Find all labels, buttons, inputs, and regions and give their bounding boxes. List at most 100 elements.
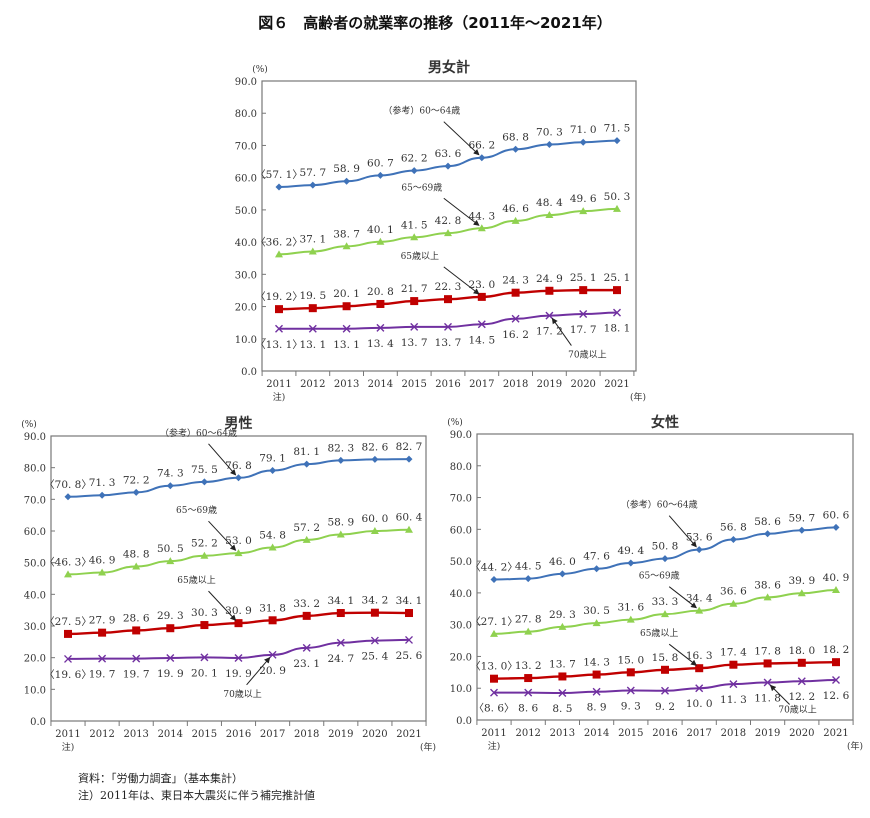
series-annotation: 70歳以上: [223, 688, 261, 700]
x-axis-unit: (年): [630, 391, 646, 403]
chart-2: 女性 0.0 10.0 20.0 30.0 40.0 50.0 60.0 70.0 80.0 90.…: [447, 414, 863, 752]
data-label: 23. 0: [468, 279, 495, 291]
data-point-x: [444, 322, 452, 331]
data-point-triangle: [490, 629, 498, 637]
data-label: 20. 1: [333, 288, 360, 300]
data-point-diamond: [695, 546, 703, 554]
data-point-x: [268, 650, 277, 659]
data-point-square: [234, 619, 243, 628]
data-label: 19. 7: [123, 669, 150, 681]
data-label: 12. 2: [788, 691, 815, 703]
y-tick-label: 40.0: [450, 589, 472, 600]
data-point-diamond: [376, 171, 384, 179]
data-label: 9. 2: [655, 701, 675, 713]
data-label: 30. 3: [191, 607, 218, 619]
data-point-square: [342, 302, 351, 311]
x-tick-label: 2011: [266, 379, 291, 390]
data-point-square: [64, 629, 72, 638]
series-annotation: 70歳以上: [778, 704, 816, 716]
y-tick-label: 70.0: [24, 495, 46, 506]
data-label: 27. 9: [89, 615, 116, 627]
data-point-square: [200, 621, 209, 630]
data-label: 17. 4: [720, 647, 747, 659]
x-tick-label: 2017: [469, 379, 494, 390]
data-label: 19. 9: [225, 668, 252, 680]
data-point-triangle: [613, 204, 621, 212]
data-point-triangle: [98, 568, 107, 576]
data-point-x: [336, 638, 345, 647]
data-point-square: [98, 628, 107, 637]
data-label: 〈27. 1〉: [470, 616, 518, 628]
data-label: 71. 0: [570, 124, 597, 136]
data-point-square: [592, 670, 601, 679]
data-point-x: [613, 308, 621, 317]
x-tick-label: 2011: [481, 728, 506, 739]
x-note: 注): [273, 391, 286, 403]
data-label: 44. 3: [468, 210, 495, 222]
data-label: 22. 3: [435, 281, 462, 293]
y-tick-label: 80.0: [235, 109, 257, 120]
series-annotation: 65～69歳: [176, 504, 217, 516]
y-tick-label: 70.0: [235, 141, 257, 152]
data-point-triangle: [405, 525, 413, 533]
data-point-triangle: [797, 589, 806, 597]
data-label: 42. 8: [435, 215, 462, 227]
data-label: 76. 8: [225, 460, 252, 472]
data-label: 19. 9: [157, 668, 184, 680]
data-label: 〈8. 6〉: [473, 703, 514, 715]
data-point-triangle: [268, 543, 277, 551]
data-label: 71. 5: [604, 123, 631, 135]
data-point-x: [166, 653, 175, 662]
data-label: 68. 8: [502, 131, 529, 143]
data-point-diamond: [798, 526, 806, 534]
data-label: 13. 1: [333, 339, 360, 351]
data-point-diamond: [764, 530, 772, 538]
data-point-square: [166, 624, 175, 633]
data-label: 11. 3: [720, 694, 747, 706]
data-label: 37. 1: [299, 233, 326, 245]
y-tick-label: 50.0: [450, 557, 472, 568]
data-point-square: [477, 292, 486, 301]
data-label: 49. 4: [617, 545, 644, 557]
source-note: 資料：「労働力調査」（基本集計）: [78, 772, 243, 785]
data-point-square: [579, 286, 588, 295]
data-point-diamond: [371, 455, 379, 463]
y-tick-label: 20.0: [450, 652, 472, 663]
x-axis-unit: (年): [847, 740, 863, 752]
x-tick-label: 2015: [401, 379, 426, 390]
data-point-triangle: [832, 586, 840, 594]
data-point-x: [410, 322, 419, 331]
data-point-diamond: [98, 491, 106, 499]
data-point-square: [558, 672, 567, 681]
data-point-x: [234, 653, 243, 662]
data-label: 13. 7: [549, 658, 576, 670]
data-point-triangle: [234, 549, 243, 557]
series-annotation: 70歳以上: [568, 349, 606, 361]
data-label: 34. 2: [362, 595, 389, 607]
data-label: 71. 3: [89, 477, 116, 489]
notes: 資料：「労働力調査」（基本集計） 注）2011年は、東日本大震災に伴う補完推計値: [78, 770, 315, 804]
annotation-arrow: [208, 443, 237, 476]
y-tick-label: 10.0: [450, 684, 472, 695]
data-point-triangle: [342, 242, 351, 250]
data-point-diamond: [64, 493, 72, 501]
data-point-triangle: [626, 615, 635, 623]
data-point-diamond: [579, 138, 587, 146]
data-point-triangle: [166, 557, 175, 565]
y-tick-label: 20.0: [24, 654, 46, 665]
y-tick-label: 60.0: [24, 527, 46, 538]
data-point-triangle: [579, 207, 588, 215]
data-point-diamond: [593, 565, 601, 573]
data-point-x: [302, 643, 311, 652]
x-tick-label: 2012: [515, 728, 540, 739]
data-label: 57. 2: [293, 522, 320, 534]
data-label: 27. 8: [515, 614, 542, 626]
y-tick-label: 90.0: [24, 432, 46, 443]
data-label: 13. 2: [515, 660, 542, 672]
data-point-x: [200, 653, 209, 662]
x-note: 注): [488, 740, 501, 752]
data-label: 60. 6: [823, 509, 850, 521]
data-point-diamond: [490, 576, 498, 584]
data-label: 16. 2: [502, 329, 529, 341]
data-label: 46. 6: [502, 203, 529, 215]
